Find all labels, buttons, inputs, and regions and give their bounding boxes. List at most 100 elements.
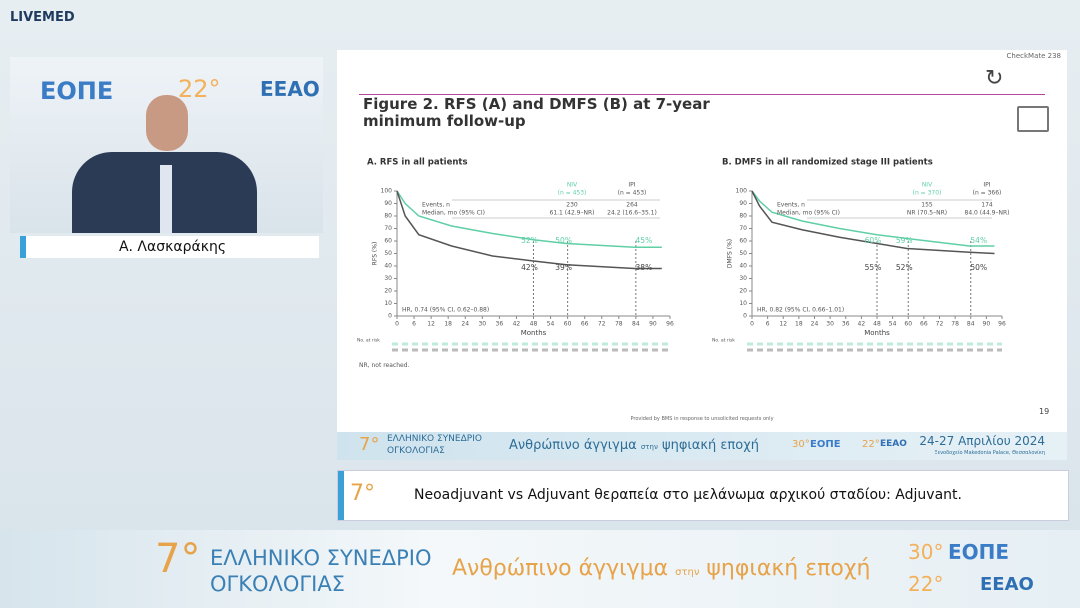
x-tick-label: 24 <box>461 321 469 328</box>
speaker-name: Α. Λασκαράκης <box>118 239 227 255</box>
nivo-rate: 52% <box>521 236 538 245</box>
x-tick-label: 96 <box>666 321 674 328</box>
y-tick-label: 10 <box>739 300 747 307</box>
tagline-part: στην <box>675 567 700 578</box>
x-tick-label: 12 <box>427 321 435 328</box>
tagline: Ανθρώπινο άγγιγμα στην ψηφιακή εποχή <box>509 438 759 453</box>
x-tick-label: 54 <box>889 321 897 328</box>
x-tick-label: 36 <box>496 321 504 328</box>
survival-curve <box>396 190 662 270</box>
x-tick-label: 66 <box>920 321 928 328</box>
x-tick-label: 0 <box>395 321 399 328</box>
tagline-part: ψηφιακή εποχή <box>662 438 759 453</box>
y-tick-label: 70 <box>384 225 392 232</box>
x-tick-label: 78 <box>615 321 623 328</box>
legend-n: (n = 366) <box>973 190 1002 197</box>
ipi-rate: 42% <box>521 263 538 272</box>
caption: Neoadjuvant vs Adjuvant θεραπεία στο μελ… <box>414 487 962 503</box>
x-tick-label: 42 <box>858 321 866 328</box>
events: 174 <box>981 202 993 209</box>
conference-line: ΟΓΚΟΛΟΓΙΑΣ <box>210 572 345 596</box>
logo: 7° <box>350 481 375 506</box>
rule <box>359 94 1045 95</box>
panel-title: B. DMFS in all randomized stage III pati… <box>722 158 933 168</box>
hazard-ratio: HR, 0.82 (95% CI, 0.66–1.01) <box>757 307 844 314</box>
risk-label: No. at risk <box>357 338 380 344</box>
y-tick-label: 60 <box>739 238 747 245</box>
y-tick-label: 20 <box>739 288 747 295</box>
logo: ΕΕΑΟ <box>260 77 320 101</box>
y-axis-label: DMFS (%) <box>727 239 734 268</box>
events: 155 <box>921 202 933 209</box>
brand: LIVEMED <box>10 10 75 25</box>
corner-label: CheckMate 238 <box>1006 52 1062 60</box>
y-tick-label: 50 <box>739 250 747 257</box>
logo: ΕΕΑΟ <box>980 574 1034 595</box>
legend-name: IPI <box>983 182 990 189</box>
x-tick-label: 48 <box>530 321 538 328</box>
risk-label: No. at risk <box>712 338 735 344</box>
logo: ΕΟΠΕ <box>40 77 114 105</box>
median: 24.2 (16.6–35.1) <box>607 210 657 217</box>
logo: ΕΟΠΕ <box>810 439 841 450</box>
x-tick-label: 66 <box>581 321 589 328</box>
x-tick-label: 60 <box>564 321 572 328</box>
x-tick-label: 72 <box>598 321 606 328</box>
x-tick-label: 12 <box>779 321 787 328</box>
y-tick-label: 10 <box>384 300 392 307</box>
logo: 30° <box>908 540 944 564</box>
legend-n: (n = 453) <box>558 190 587 197</box>
y-tick-label: 60 <box>384 238 392 245</box>
median: 84.0 (44.9–NR) <box>965 210 1010 217</box>
y-tick-label: 40 <box>739 263 747 270</box>
ipi-rate: 50% <box>970 263 987 272</box>
footer: 7° ΕΛΛΗΝΙΚΟ ΣΥΝΕΔΡΙΟ ΟΓΚΟΛΟΓΙΑΣ Ανθρώπιν… <box>0 530 1080 608</box>
hazard-ratio: HR, 0.74 (95% CI, 0.62–0.88) <box>402 307 489 314</box>
y-tick-label: 40 <box>384 263 392 270</box>
tagline-part: στην <box>640 443 658 451</box>
logo: 7° <box>359 434 380 455</box>
legend-name: NIV <box>922 182 933 189</box>
x-tick-label: 84 <box>967 321 975 328</box>
events: 230 <box>566 202 578 209</box>
home-icon[interactable] <box>1017 106 1049 132</box>
y-tick-label: 0 <box>388 313 392 320</box>
events-label: Events, n <box>422 202 450 209</box>
x-tick-label: 72 <box>936 321 944 328</box>
x-tick-label: 36 <box>842 321 850 328</box>
conference-line: ΕΛΛΗΝΙΚΟ ΣΥΝΕΔΡΙΟ <box>387 434 482 444</box>
x-tick-label: 90 <box>649 321 657 328</box>
tagline-part: ψηφιακή εποχή <box>706 556 871 581</box>
y-tick-label: 80 <box>384 213 392 220</box>
median-label: Median, mo (95% CI) <box>777 210 840 217</box>
logo: 22° <box>908 572 944 596</box>
tagline-part: Ανθρώπινο άγγιγμα <box>452 556 669 581</box>
slide-title: Figure 2. RFS (A) and DMFS (B) at 7-year… <box>363 95 710 130</box>
nivo-rate: 50% <box>555 236 572 245</box>
charts: A. RFS in all patients RFS (%) Months 0 10 20… <box>357 158 1010 352</box>
x-tick-label: 24 <box>811 321 819 328</box>
x-tick-label: 48 <box>873 321 881 328</box>
legend-n: (n = 453) <box>618 190 647 197</box>
y-tick-label: 20 <box>384 288 392 295</box>
nivo-rate: 60% <box>865 236 882 245</box>
caption-box: 7° Neoadjuvant vs Adjuvant θεραπεία στο … <box>337 470 1069 521</box>
x-tick-label: 30 <box>478 321 486 328</box>
logo: 7° <box>155 536 201 582</box>
back-icon[interactable]: ↻ <box>985 66 1004 91</box>
name-bar: Α. Λασκαράκης <box>20 236 319 258</box>
x-tick-label: 96 <box>998 321 1006 328</box>
nivo-rate: 54% <box>970 236 987 245</box>
x-tick-label: 0 <box>750 321 754 328</box>
ipi-rate: 55% <box>865 263 882 272</box>
conference-line: ΕΛΛΗΝΙΚΟ ΣΥΝΕΔΡΙΟ <box>210 546 432 570</box>
ipi-rate: 52% <box>896 263 913 272</box>
slide: CheckMate 238 ↻ Figure 2. RFS (A) and DM… <box>337 50 1067 460</box>
ipi-rate: 39% <box>555 263 572 272</box>
footnote: NR, not reached. <box>359 362 410 369</box>
median: 61.1 (42.9–NR) <box>550 210 595 217</box>
x-tick-label: 42 <box>513 321 521 328</box>
y-tick-label: 90 <box>384 200 392 207</box>
y-axis-label: RFS (%) <box>372 242 379 266</box>
